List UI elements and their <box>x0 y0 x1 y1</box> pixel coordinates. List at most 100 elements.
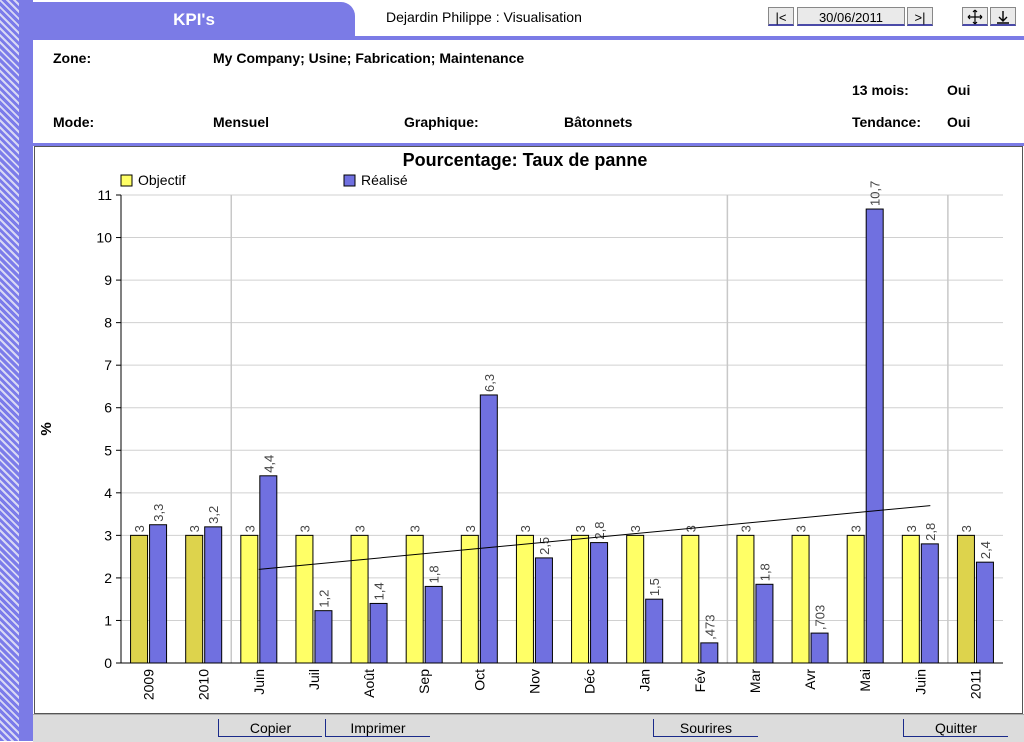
y-tick-label: 9 <box>104 272 112 288</box>
bar-réalisé <box>369 602 388 664</box>
bar-réalisé <box>920 543 939 664</box>
data-label: 1,4 <box>372 582 387 600</box>
y-tick-label: 10 <box>96 230 112 246</box>
x-tick-label: Juin <box>912 669 928 695</box>
bar-chart: Pourcentage: Taux de panne Objectif Réali… <box>38 150 1003 700</box>
data-label: 3 <box>353 525 368 532</box>
x-tick-label: Sep <box>416 669 432 694</box>
data-label: 3 <box>959 525 974 532</box>
first-period-button[interactable]: |< <box>768 7 794 26</box>
bar-objectif <box>130 534 149 664</box>
data-label: 1,8 <box>757 563 772 581</box>
x-tick-label: Oct <box>471 669 487 691</box>
data-label: 1,8 <box>427 565 442 583</box>
y-axis-label: % <box>38 422 55 435</box>
x-tick-label: Juil <box>306 669 322 690</box>
y-tick-label: 2 <box>104 570 112 586</box>
data-label: 3,3 <box>151 504 166 522</box>
graphique-value: Bâtonnets <box>564 114 633 130</box>
quit-button[interactable]: Quitter <box>903 719 1008 737</box>
info-panel: Zone: My Company; Usine; Fabrication; Ma… <box>33 40 1024 144</box>
bar-objectif <box>185 534 204 664</box>
mode-value: Mensuel <box>213 114 270 130</box>
y-tick-label: 5 <box>104 442 112 458</box>
data-label: 2,8 <box>592 522 607 540</box>
y-tick-label: 6 <box>104 400 112 416</box>
x-tick-label: Fév <box>692 669 708 692</box>
y-tick-label: 8 <box>104 315 112 331</box>
copy-button[interactable]: Copier <box>218 719 322 737</box>
main-window: KPI's Dejardin Philippe : Visualisation … <box>33 0 1024 742</box>
bar-réalisé <box>645 598 664 664</box>
chart-bars: 3 3,3 3 3,2 3 4,4 3 1,2 3 1,4 3 1,8 3 6,3 3 2,5 3 2,8 3 1,5… <box>130 181 994 664</box>
data-label: ,473 <box>702 615 717 640</box>
data-label: 3 <box>628 525 643 532</box>
bar-réalisé <box>149 524 168 664</box>
bar-réalisé <box>534 557 553 664</box>
data-label: 3 <box>463 525 478 532</box>
bar-objectif <box>736 534 755 664</box>
tendance-label: Tendance: <box>852 114 921 130</box>
footer-bar: Copier Imprimer Sourires Quitter <box>33 714 1024 742</box>
data-label: 2,8 <box>923 523 938 541</box>
bar-objectif <box>295 534 314 664</box>
legend-label: Réalisé <box>361 172 408 188</box>
x-tick-label: Jan <box>637 669 653 692</box>
bar-réalisé <box>590 542 609 664</box>
data-label: 4,4 <box>261 455 276 473</box>
bar-objectif <box>846 534 865 664</box>
x-tick-label: 2010 <box>196 669 212 700</box>
bar-objectif <box>240 534 259 664</box>
bar-réalisé <box>810 632 829 664</box>
chart-title: Pourcentage: Taux de panne <box>403 150 648 170</box>
last-period-button[interactable]: >| <box>907 7 933 26</box>
x-tick-label: Avr <box>802 669 818 690</box>
trend-line <box>258 505 931 570</box>
chart-frame: Pourcentage: Taux de panne Objectif Réali… <box>34 146 1023 714</box>
x-tick-label: Août <box>361 669 377 698</box>
bar-réalisé <box>204 526 223 664</box>
header-divider <box>33 36 1024 40</box>
user-mode-text: Dejardin Philippe : Visualisation <box>386 9 582 25</box>
left-decorative-strip <box>0 0 33 741</box>
tendance-value: Oui <box>947 114 971 130</box>
mode-label: Mode: <box>53 114 95 130</box>
bar-réalisé <box>314 610 333 664</box>
legend-swatch <box>343 174 356 187</box>
app-title-tab[interactable]: KPI's <box>33 2 355 37</box>
smileys-button[interactable]: Sourires <box>653 719 758 737</box>
data-label: 2,4 <box>978 541 993 559</box>
bar-réalisé <box>424 585 443 664</box>
data-label: 6,3 <box>482 374 497 392</box>
y-tick-label: 1 <box>104 612 112 628</box>
bar-objectif <box>791 534 810 664</box>
data-label: 3 <box>904 525 919 532</box>
bar-réalisé <box>479 394 498 664</box>
bar-objectif <box>515 534 534 664</box>
move-icon[interactable] <box>962 7 988 26</box>
data-label: 3 <box>408 525 423 532</box>
data-label: 3,2 <box>206 506 221 524</box>
data-label: 3 <box>573 525 588 532</box>
date-field[interactable]: 30/06/2011 <box>797 7 905 26</box>
data-label: 3 <box>794 525 809 532</box>
print-button[interactable]: Imprimer <box>325 719 430 737</box>
bar-objectif <box>626 534 645 664</box>
y-tick-label: 7 <box>104 357 112 373</box>
legend-swatch <box>120 174 133 187</box>
x-tick-label: Nov <box>526 669 542 694</box>
data-label: 3 <box>187 525 202 532</box>
bar-réalisé <box>975 561 994 664</box>
bar-objectif <box>350 534 369 664</box>
data-label: 3 <box>297 525 312 532</box>
download-icon[interactable] <box>990 7 1016 26</box>
x-tick-label: Mar <box>747 669 763 693</box>
legend-label: Objectif <box>138 172 186 188</box>
zone-label: Zone: <box>53 50 92 66</box>
data-label: 3 <box>738 525 753 532</box>
bar-réalisé <box>755 583 774 664</box>
data-label: 3 <box>242 525 257 532</box>
y-tick-label: 11 <box>97 187 112 203</box>
bar-objectif <box>901 534 920 664</box>
y-tick-label: 0 <box>104 655 112 671</box>
